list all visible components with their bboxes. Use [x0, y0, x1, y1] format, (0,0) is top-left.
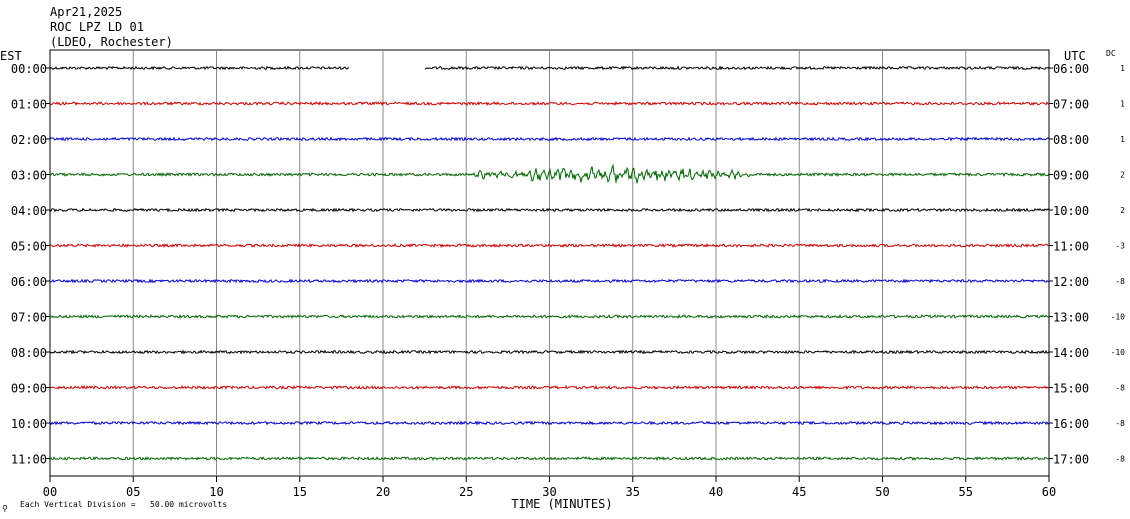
dc-value: -8 — [1115, 419, 1125, 428]
est-label: 02:00 — [11, 133, 47, 147]
trace-1000 — [49, 420, 1050, 426]
trace-0200 — [49, 136, 1050, 142]
footer-mark: ⚲ — [2, 504, 8, 513]
grid-lines — [132, 50, 967, 476]
x-tick-label-25: 25 — [459, 485, 473, 499]
x-tick-label-15: 15 — [293, 485, 307, 499]
utc-label: 10:00 — [1053, 204, 1089, 218]
trace-0300 — [49, 163, 1050, 184]
dc-value: 2 — [1120, 171, 1125, 180]
est-label: 09:00 — [11, 382, 47, 396]
est-axis-title: EST — [0, 49, 22, 63]
trace-1100 — [49, 456, 1050, 461]
trace-0000 — [49, 65, 1050, 71]
scale-note: Each Vertical Division = 50.00 microvolt… — [20, 500, 227, 509]
x-tick-label-10: 10 — [209, 485, 223, 499]
x-tick-label-50: 50 — [875, 485, 889, 499]
utc-axis-title: UTC — [1064, 49, 1086, 63]
trace-0100 — [49, 101, 1050, 106]
traces — [49, 65, 1050, 461]
utc-label: 09:00 — [1053, 169, 1089, 183]
x-tick-label-00: 00 — [43, 485, 57, 499]
dc-value: 1 — [1120, 64, 1125, 73]
utc-label: 08:00 — [1053, 133, 1089, 147]
x-tick-label-55: 55 — [959, 485, 973, 499]
dc-value: -8 — [1115, 384, 1125, 393]
est-label: 00:00 — [11, 62, 47, 76]
x-tick-label-40: 40 — [709, 485, 723, 499]
utc-label: 13:00 — [1053, 311, 1089, 325]
trace-0500 — [49, 242, 1050, 249]
trace-0600 — [49, 278, 1050, 284]
x-tick-label-05: 05 — [126, 485, 140, 499]
utc-label: 17:00 — [1053, 453, 1089, 467]
utc-label: 12:00 — [1053, 275, 1089, 289]
dc-column-title: DC — [1106, 49, 1116, 58]
dc-value: -10 — [1111, 313, 1126, 322]
chart-date: Apr21,2025 — [50, 5, 122, 19]
est-label: 06:00 — [11, 275, 47, 289]
est-label: 11:00 — [11, 453, 47, 467]
x-tick-label-45: 45 — [792, 485, 806, 499]
x-tick-label-30: 30 — [542, 485, 556, 499]
est-label: 01:00 — [11, 98, 47, 112]
utc-label: 11:00 — [1053, 240, 1089, 254]
row-labels: 00:00 06:00 1 01:00 07:00 1 02:00 08:00 1 03:00 09… — [11, 62, 1125, 467]
x-tick-label-60: 60 — [1042, 485, 1056, 499]
station-location: (LDEO, Rochester) — [50, 35, 173, 49]
dc-value: -3 — [1115, 242, 1125, 251]
x-tick-label-20: 20 — [376, 485, 390, 499]
trace-0800 — [49, 349, 1050, 355]
dc-value: -8 — [1115, 455, 1125, 464]
station-code: ROC LPZ LD 01 — [50, 20, 144, 34]
est-label: 10:00 — [11, 417, 47, 431]
trace-0400 — [49, 207, 1050, 213]
utc-label: 15:00 — [1053, 382, 1089, 396]
x-axis-title: TIME (MINUTES) — [511, 497, 612, 511]
x-tick-label-35: 35 — [626, 485, 640, 499]
trace-0900 — [49, 384, 1050, 391]
est-label: 04:00 — [11, 204, 47, 218]
trace-0700 — [49, 313, 1050, 319]
utc-label: 06:00 — [1053, 62, 1089, 76]
dc-value: 1 — [1120, 135, 1125, 144]
utc-label: 14:00 — [1053, 346, 1089, 360]
dc-value: -10 — [1111, 348, 1126, 357]
est-label: 07:00 — [11, 311, 47, 325]
est-label: 03:00 — [11, 169, 47, 183]
utc-label: 16:00 — [1053, 417, 1089, 431]
est-label: 08:00 — [11, 346, 47, 360]
utc-label: 07:00 — [1053, 98, 1089, 112]
est-label: 05:00 — [11, 240, 47, 254]
dc-value: -8 — [1115, 277, 1125, 286]
x-axis: 00 05 10 15 20 25 30 35 40 45 50 55 60 — [43, 476, 1056, 499]
dc-value: 2 — [1120, 206, 1125, 215]
dc-value: 1 — [1120, 100, 1125, 109]
